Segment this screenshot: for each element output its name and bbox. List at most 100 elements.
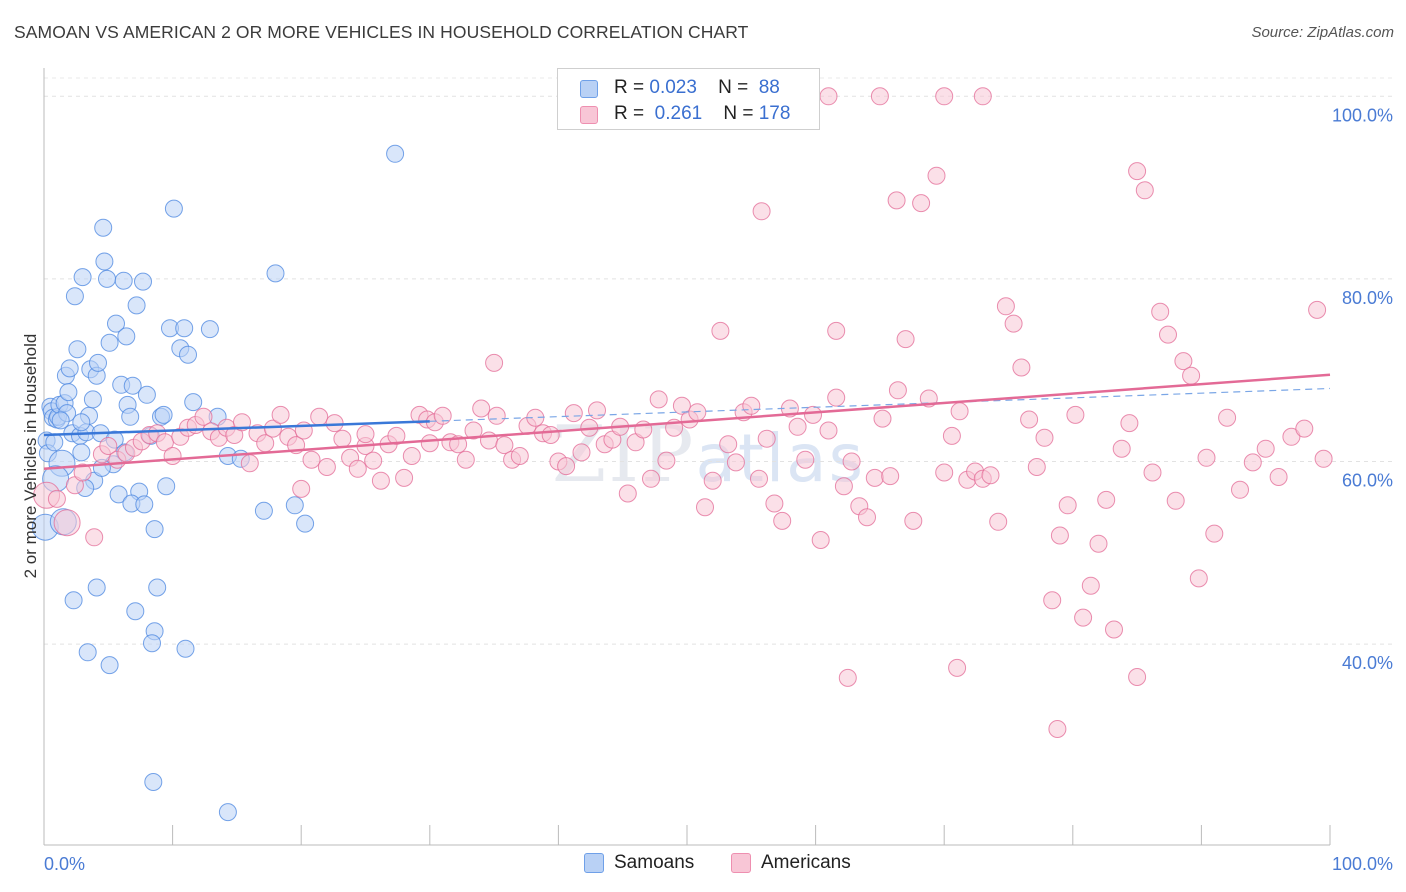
y-tick-label: 100.0% <box>1332 105 1393 125</box>
data-point <box>572 443 591 462</box>
data-point <box>325 414 344 433</box>
data-point <box>588 401 606 420</box>
x-tick-label-max: 100.0% <box>1332 854 1393 874</box>
data-point <box>364 451 383 470</box>
data-point <box>64 591 83 610</box>
data-point <box>302 450 321 469</box>
data-point <box>827 388 846 407</box>
data-point <box>456 450 475 469</box>
data-point <box>78 643 97 662</box>
data-point <box>950 402 969 421</box>
data-point <box>148 578 167 597</box>
data-point <box>135 495 154 514</box>
data-point <box>1308 300 1327 319</box>
data-point <box>285 496 304 515</box>
data-point <box>145 520 164 539</box>
data-point <box>233 413 251 432</box>
data-point <box>1081 576 1100 595</box>
data-point <box>1048 720 1067 738</box>
data-point <box>1143 463 1162 482</box>
data-point <box>263 419 282 438</box>
data-point <box>1218 408 1237 427</box>
data-point <box>1020 410 1039 429</box>
data-point <box>1128 162 1147 181</box>
data-point <box>703 471 722 490</box>
data-point <box>51 411 70 430</box>
data-point <box>59 383 78 402</box>
data-point <box>348 459 367 478</box>
data-point <box>94 218 113 237</box>
legend-text-samoans: R = 0.023 N = 88 <box>614 77 780 99</box>
data-point <box>387 426 406 445</box>
legend-r-value: 0.261 <box>654 103 703 124</box>
data-point <box>649 390 668 409</box>
data-point <box>184 393 203 412</box>
chart-title: SAMOAN VS AMERICAN 2 OR MORE VEHICLES IN… <box>14 22 749 42</box>
bottom-legend-swatch-samoans <box>584 853 604 873</box>
data-point <box>1035 428 1054 447</box>
legend-n-value: 88 <box>758 77 780 98</box>
data-point <box>935 463 954 482</box>
data-point <box>989 512 1008 531</box>
data-point <box>1105 620 1123 639</box>
data-point <box>200 320 219 339</box>
data-point <box>904 511 923 530</box>
data-point <box>888 381 907 400</box>
data-point <box>495 436 514 455</box>
trend-line-samoans-extrapolated <box>429 387 1331 422</box>
data-point <box>1058 496 1077 515</box>
data-point <box>53 509 81 537</box>
data-point <box>123 376 142 395</box>
data-point <box>240 454 259 473</box>
data-point <box>1151 302 1170 321</box>
data-point <box>711 321 730 340</box>
data-point <box>688 403 707 422</box>
data-point <box>83 390 102 409</box>
data-point <box>935 87 954 106</box>
data-point <box>819 87 838 106</box>
data-point <box>726 453 745 472</box>
data-point <box>60 359 79 378</box>
data-point <box>485 353 504 372</box>
data-point <box>433 406 452 425</box>
data-point <box>218 803 237 822</box>
bottom-legend-swatch-americans <box>731 853 751 873</box>
data-point <box>1295 419 1314 438</box>
data-point <box>896 330 915 349</box>
data-point <box>143 634 161 653</box>
data-point <box>137 385 156 404</box>
data-point <box>402 447 421 465</box>
data-point <box>292 479 311 498</box>
data-point <box>99 437 118 455</box>
data-point <box>157 477 176 496</box>
data-point <box>1089 534 1108 553</box>
data-point <box>333 429 352 448</box>
tick-labels: 40.0% 60.0% 80.0% 100.0% 0.0% 100.0% <box>44 105 1393 874</box>
data-point <box>842 452 861 471</box>
data-point <box>127 296 146 315</box>
data-point <box>719 435 738 454</box>
data-point <box>672 396 691 415</box>
data-point <box>788 417 807 436</box>
data-point <box>796 450 815 469</box>
data-point <box>973 87 992 106</box>
data-point <box>834 477 853 496</box>
data-point <box>386 144 405 163</box>
data-point <box>464 421 483 440</box>
data-point <box>881 467 900 486</box>
data-point <box>765 494 784 513</box>
data-point <box>865 468 884 487</box>
data-point <box>858 508 876 527</box>
data-point <box>827 321 846 340</box>
data-point <box>1282 427 1301 446</box>
data-point <box>1050 526 1069 545</box>
trend-line-americans <box>43 373 1331 471</box>
data-point <box>1231 480 1249 499</box>
data-point <box>618 484 637 503</box>
data-point <box>310 407 329 426</box>
data-point <box>510 447 529 465</box>
data-point <box>72 413 91 432</box>
data-point <box>757 429 776 448</box>
data-point <box>73 463 92 482</box>
